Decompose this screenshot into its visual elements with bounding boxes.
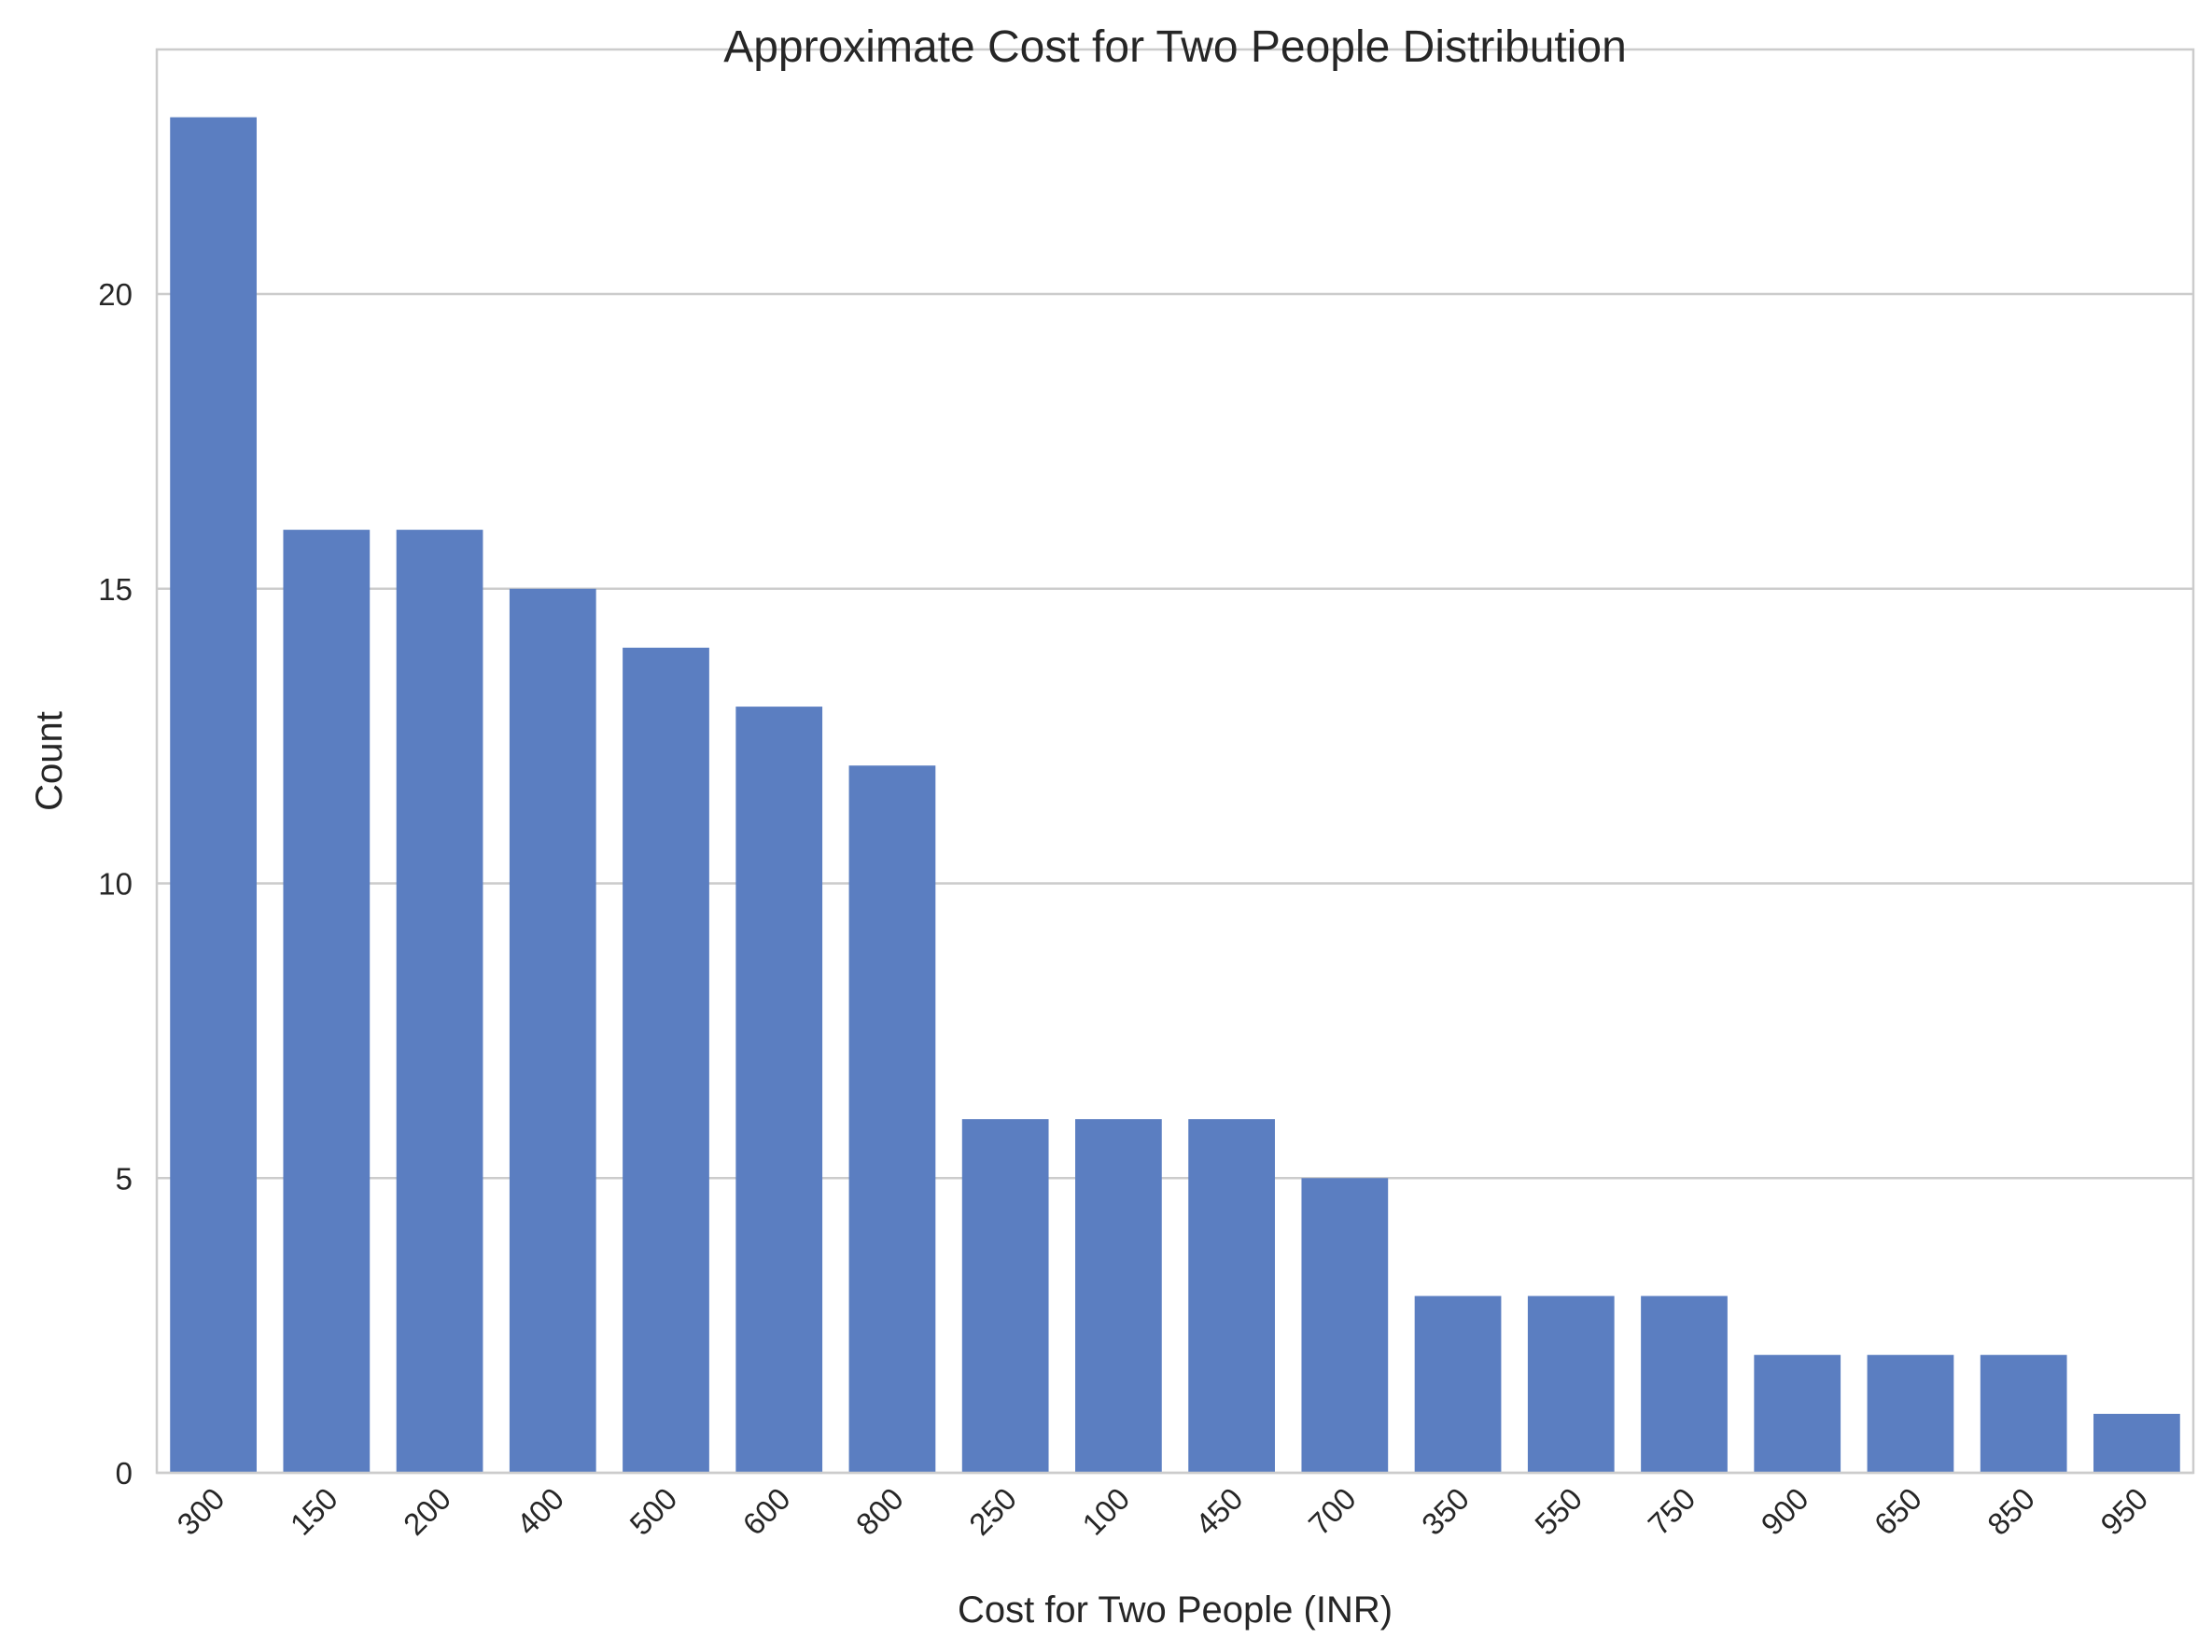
y-tick-label: 0 [116, 1456, 133, 1491]
y-axis-ticks: 0 5 10 15 20 [98, 277, 133, 1491]
bar-650 [1867, 1354, 1954, 1473]
plot-frame [155, 48, 2195, 1475]
y-tick-label: 20 [98, 277, 133, 312]
bar-400 [509, 588, 596, 1473]
bar-300 [170, 117, 257, 1474]
bar-600 [735, 707, 823, 1473]
bar-250 [961, 1119, 1049, 1473]
y-axis-label: Count [29, 711, 70, 811]
x-axis-label: Cost for Two People (INR) [958, 1589, 1393, 1631]
bar-900 [1754, 1354, 1841, 1473]
bar-800 [848, 765, 936, 1473]
bar-100 [1075, 1119, 1162, 1473]
y-tick-label: 5 [116, 1161, 133, 1196]
bar-550 [1527, 1295, 1615, 1473]
chart-title: Approximate Cost for Two People Distribu… [723, 22, 1627, 72]
bar-350 [1414, 1295, 1502, 1473]
bar-950 [2093, 1413, 2180, 1473]
y-tick-label: 15 [98, 572, 133, 607]
y-tick-label: 10 [98, 867, 133, 902]
bar-750 [1641, 1295, 1728, 1473]
bar-700 [1301, 1178, 1389, 1473]
bars [170, 117, 2180, 1474]
bar-850 [1980, 1354, 2067, 1473]
bar-200 [396, 529, 483, 1473]
bar-500 [623, 647, 709, 1473]
bar-150 [283, 529, 371, 1473]
bar-450 [1188, 1119, 1275, 1473]
